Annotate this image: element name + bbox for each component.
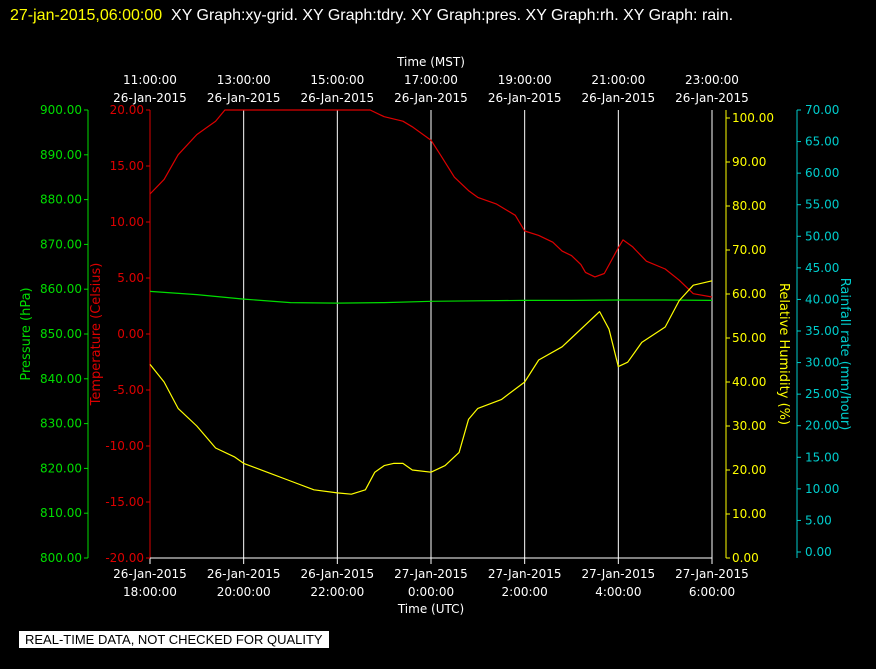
rainfall-tick-label: 0.00 (805, 545, 832, 559)
humidity-tick-label: 50.00 (732, 331, 766, 345)
temperature-tick-label: 10.00 (110, 215, 144, 229)
top-tick-time: 23:00:00 (685, 73, 739, 87)
bottom-tick-time: 4:00:00 (595, 585, 641, 599)
humidity-axis-title: Relative Humidity (%) (776, 283, 791, 425)
temperature-axis-title: Temperature (Celsius) (89, 263, 104, 407)
top-tick-time: 21:00:00 (591, 73, 645, 87)
quality-notice: REAL-TIME DATA, NOT CHECKED FOR QUALITY (19, 631, 329, 648)
top-tick-date: 26-Jan-2015 (207, 91, 281, 105)
rainfall-tick-label: 10.00 (805, 482, 839, 496)
temperature-tick-label: -5.00 (113, 383, 144, 397)
humidity-tick-label: 30.00 (732, 419, 766, 433)
rainfall-tick-label: 5.00 (805, 513, 832, 527)
series-line-rh (149, 280, 713, 495)
top-tick-date: 26-Jan-2015 (394, 91, 468, 105)
rainfall-tick-label: 50.00 (805, 229, 839, 243)
bottom-tick-time: 0:00:00 (408, 585, 454, 599)
pressure-tick-label: 830.00 (40, 417, 82, 431)
rainfall-tick-label: 30.00 (805, 356, 839, 370)
temperature-tick-label: -20.00 (105, 551, 144, 565)
temperature-tick-label: 0.00 (117, 327, 144, 341)
rainfall-tick-label: 55.00 (805, 198, 839, 212)
bottom-tick-date: 27-Jan-2015 (488, 567, 562, 581)
bottom-tick-time: 18:00:00 (123, 585, 177, 599)
humidity-tick-label: 10.00 (732, 507, 766, 521)
bottom-tick-time: 6:00:00 (689, 585, 735, 599)
top-tick-time: 15:00:00 (310, 73, 364, 87)
series-line-tdry (149, 109, 713, 298)
pressure-tick-label: 870.00 (40, 237, 82, 251)
rainfall-tick-label: 40.00 (805, 292, 839, 306)
top-tick-time: 17:00:00 (404, 73, 458, 87)
temperature-tick-label: 5.00 (117, 271, 144, 285)
bottom-tick-date: 26-Jan-2015 (113, 567, 187, 581)
pressure-tick-label: 850.00 (40, 327, 82, 341)
pressure-tick-label: 860.00 (40, 282, 82, 296)
pressure-tick-label: 890.00 (40, 148, 82, 162)
header-title: XY Graph:xy-grid. XY Graph:tdry. XY Grap… (171, 7, 734, 24)
humidity-tick-label: 70.00 (732, 243, 766, 257)
chart-header: 27-jan-2015,06:00:00 XY Graph:xy-grid. X… (10, 2, 866, 30)
rainfall-tick-label: 60.00 (805, 166, 839, 180)
pressure-tick-label: 800.00 (40, 551, 82, 565)
top-tick-time: 19:00:00 (498, 73, 552, 87)
bottom-tick-date: 27-Jan-2015 (394, 567, 468, 581)
temperature-tick-label: 15.00 (110, 159, 144, 173)
bottom-tick-date: 26-Jan-2015 (207, 567, 281, 581)
top-tick-date: 26-Jan-2015 (301, 91, 375, 105)
rainfall-axis-title: Rainfall rate (mm/hour) (837, 278, 852, 431)
humidity-tick-label: 100.00 (732, 111, 774, 125)
bottom-tick-time: 22:00:00 (310, 585, 364, 599)
rainfall-tick-label: 20.00 (805, 419, 839, 433)
pressure-axis-title: Pressure (hPa) (19, 287, 34, 380)
header-timestamp: 27-jan-2015,06:00:00 (10, 7, 163, 24)
bottom-tick-date: 27-Jan-2015 (675, 567, 749, 581)
top-tick-time: 11:00:00 (123, 73, 177, 87)
bottom-tick-date: 26-Jan-2015 (301, 567, 375, 581)
pressure-tick-label: 820.00 (40, 461, 82, 475)
temperature-tick-label: -10.00 (105, 439, 144, 453)
top-tick-time: 13:00:00 (217, 73, 271, 87)
pressure-tick-label: 810.00 (40, 506, 82, 520)
rainfall-tick-label: 25.00 (805, 387, 839, 401)
series-line-pres (149, 290, 713, 304)
top-tick-date: 26-Jan-2015 (488, 91, 562, 105)
humidity-tick-label: 0.00 (732, 551, 759, 565)
top-tick-date: 26-Jan-2015 (113, 91, 187, 105)
humidity-tick-label: 80.00 (732, 199, 766, 213)
bottom-tick-time: 20:00:00 (217, 585, 271, 599)
bottom-axis-title: Time (UTC) (397, 602, 464, 616)
rainfall-tick-label: 70.00 (805, 103, 839, 117)
top-axis-title: Time (MST) (396, 55, 465, 69)
bottom-tick-date: 27-Jan-2015 (582, 567, 656, 581)
pressure-tick-label: 880.00 (40, 193, 82, 207)
top-tick-date: 26-Jan-2015 (582, 91, 656, 105)
top-tick-date: 26-Jan-2015 (675, 91, 749, 105)
humidity-tick-label: 60.00 (732, 287, 766, 301)
humidity-tick-label: 40.00 (732, 375, 766, 389)
rainfall-tick-label: 35.00 (805, 324, 839, 338)
rainfall-tick-label: 15.00 (805, 450, 839, 464)
humidity-tick-label: 20.00 (732, 463, 766, 477)
temperature-tick-label: 20.00 (110, 103, 144, 117)
humidity-tick-label: 90.00 (732, 155, 766, 169)
bottom-tick-time: 2:00:00 (502, 585, 548, 599)
pressure-tick-label: 840.00 (40, 372, 82, 386)
rainfall-tick-label: 65.00 (805, 135, 839, 149)
pressure-tick-label: 900.00 (40, 103, 82, 117)
rainfall-tick-label: 45.00 (805, 261, 839, 275)
temperature-tick-label: -15.00 (105, 495, 144, 509)
